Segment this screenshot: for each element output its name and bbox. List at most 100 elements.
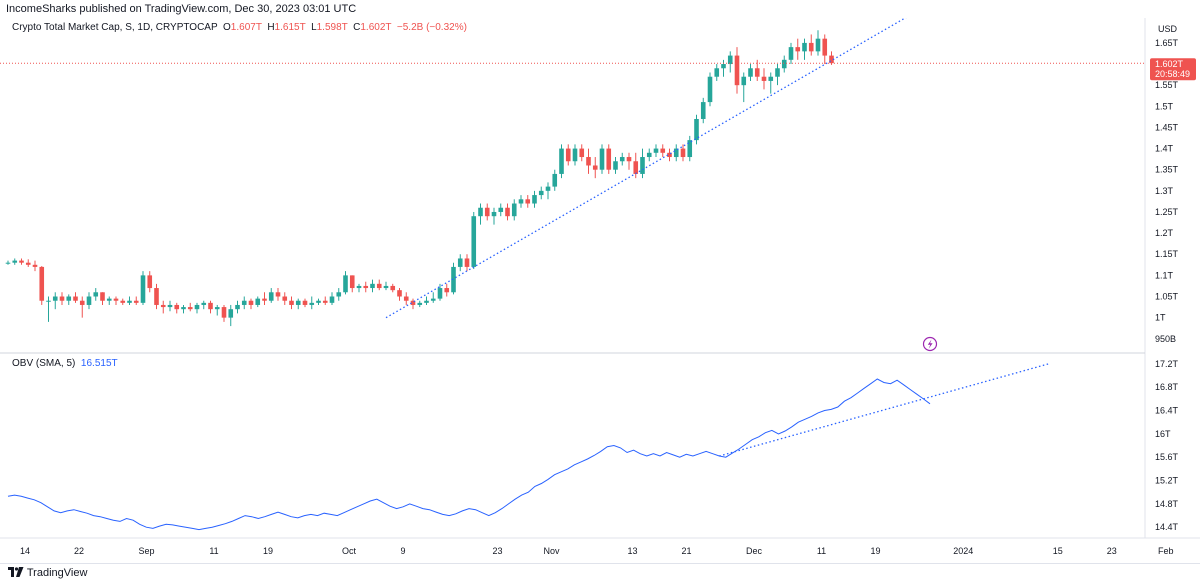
- time-tick-label: Oct: [342, 546, 357, 556]
- candle-body: [484, 207, 490, 217]
- candle-body: [721, 64, 726, 69]
- candle-body: [498, 207, 504, 212]
- candle-body: [79, 300, 85, 305]
- candle-body: [633, 161, 639, 174]
- candle-body: [316, 300, 321, 303]
- publish-line: IncomeSharks published on TradingView.co…: [6, 3, 357, 15]
- candle-body: [19, 260, 24, 263]
- time-tick-label: 23: [492, 546, 502, 556]
- price-tick-label: 1.25T: [1155, 207, 1179, 217]
- candle-body: [410, 300, 416, 305]
- obv-series-line: [7, 378, 931, 531]
- obv-legend[interactable]: OBV (SMA, 5) 16.515T: [12, 358, 118, 369]
- candle-body: [133, 300, 139, 303]
- candle-body: [795, 47, 801, 52]
- obv-tick-label: 15.6T: [1155, 452, 1179, 462]
- candle-body: [457, 258, 463, 267]
- price-tick-label: 1.2T: [1155, 228, 1174, 238]
- obv-line: [7, 378, 931, 531]
- tradingview-logo-icon: [8, 567, 24, 577]
- obv-trendline[interactable]: [719, 363, 1049, 457]
- candle-body: [201, 302, 207, 305]
- candle-body: [160, 304, 166, 308]
- obv-tick-label: 16.8T: [1155, 382, 1179, 392]
- open-value: 1.607T: [230, 22, 262, 33]
- candle-body: [329, 296, 335, 303]
- last-price-countdown: 20:58:49: [1155, 69, 1190, 79]
- candle-body: [262, 298, 267, 301]
- candle-body: [120, 300, 126, 303]
- candle-body: [491, 211, 497, 217]
- candle-body: [248, 300, 254, 305]
- time-tick-label: 11: [817, 546, 826, 556]
- close-value: 1.602T: [360, 22, 392, 33]
- candle-body: [619, 157, 625, 162]
- obv-axis[interactable]: 17.2T 16.8T 16.4T 16T 15.6T 15.2T 14.8T 14.4T: [1155, 359, 1179, 532]
- price-tick-label: 1.55T: [1155, 80, 1179, 90]
- price-tick-label: 1.05T: [1155, 292, 1179, 302]
- candle-body: [478, 207, 483, 217]
- candle-body: [552, 173, 558, 187]
- candle-body: [694, 118, 699, 141]
- lightning-icon[interactable]: [922, 336, 938, 352]
- obv-tick-label: 14.4T: [1155, 522, 1179, 532]
- close-label: C: [353, 22, 361, 33]
- candle-body: [822, 38, 828, 56]
- candle-body: [599, 148, 605, 170]
- candle-body: [25, 262, 31, 265]
- change-value: −5.2B (−0.32%): [396, 22, 467, 33]
- time-tick-label: Nov: [543, 546, 560, 556]
- price-axis[interactable]: 1.65T 1.55T 1.5T 1.45T 1.4T 1.35T 1.3T 1.25T 1.2…: [1155, 38, 1179, 344]
- candle-body: [32, 264, 38, 267]
- candle-body: [673, 148, 679, 158]
- candle-body: [194, 304, 200, 310]
- lightning-icon-bolt: [927, 339, 933, 349]
- candle-body: [356, 285, 362, 289]
- candle-body: [626, 157, 632, 162]
- candle-body: [775, 68, 780, 77]
- time-tick-label: 23: [1107, 546, 1117, 556]
- candle-body: [559, 148, 564, 174]
- candle-body: [511, 203, 517, 217]
- candle-body: [376, 283, 382, 289]
- candle-body: [370, 283, 375, 289]
- candle-body: [748, 68, 753, 77]
- candle-body: [471, 216, 477, 267]
- time-tick-label: 21: [681, 546, 691, 556]
- candle-body: [518, 199, 524, 204]
- candle-body: [174, 304, 180, 310]
- low-value: 1.598T: [316, 22, 348, 33]
- candle-body: [221, 307, 227, 318]
- candle-body: [606, 148, 612, 170]
- candle-body: [100, 292, 105, 301]
- price-tick-label: 1T: [1155, 313, 1166, 323]
- candle-body: [167, 304, 173, 308]
- candle-body: [505, 207, 510, 217]
- candle-body: [781, 59, 787, 69]
- tradingview-logo[interactable]: TradingView: [8, 567, 87, 579]
- candle-body: [815, 38, 821, 52]
- candle-body: [349, 275, 355, 289]
- chart-canvas[interactable]: 1.65T 1.55T 1.5T 1.45T 1.4T 1.35T 1.3T 1.25T 1.2…: [0, 0, 1200, 563]
- candle-body: [444, 288, 450, 293]
- candle-body: [106, 298, 112, 301]
- candle-body: [93, 292, 99, 297]
- candle-body: [808, 42, 814, 52]
- time-tick-label: 15: [1053, 546, 1063, 556]
- candle-body: [383, 285, 389, 289]
- candle-body: [761, 76, 767, 81]
- chart-frame[interactable]: 1.65T 1.55T 1.5T 1.45T 1.4T 1.35T 1.3T 1.25T 1.2…: [0, 0, 1200, 563]
- brand-name: TradingView: [26, 567, 88, 579]
- candle-body: [532, 195, 537, 204]
- last-price-value: 1.602T: [1155, 59, 1184, 69]
- time-tick-label: 22: [74, 546, 84, 556]
- candle-body: [241, 300, 247, 305]
- candle-body: [268, 292, 274, 301]
- candle-body: [430, 298, 436, 301]
- time-axis[interactable]: 14 22 Sep 11 19 Oct 9 23 Nov 13 21 Dec 11 19 2024 15 23 F…: [20, 546, 1174, 556]
- candle-body: [275, 292, 281, 297]
- currency-label[interactable]: USD: [1158, 24, 1178, 34]
- candle-body: [788, 47, 794, 60]
- candle-body: [538, 190, 544, 196]
- price-legend[interactable]: Crypto Total Market Cap, S, 1D, CRYPTOCA…: [12, 22, 467, 33]
